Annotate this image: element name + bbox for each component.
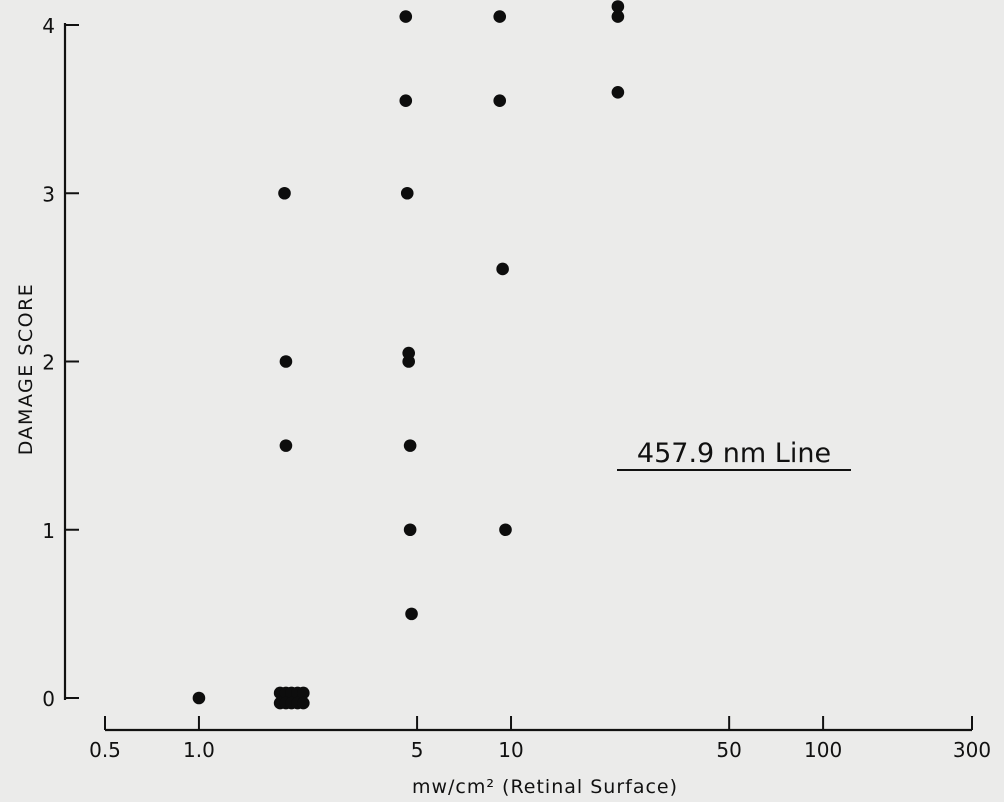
data-point-18 <box>402 346 415 360</box>
x-tick-label: 5 <box>411 738 424 762</box>
annotation-label: 457.9 nm Line <box>637 438 831 469</box>
x-tick-label: 50 <box>716 738 741 762</box>
x-tick-label: 1.0 <box>183 738 215 762</box>
data-point-26 <box>611 86 625 99</box>
data-point-28 <box>611 0 625 13</box>
data-point-22 <box>499 523 512 537</box>
data-point-14 <box>405 607 418 621</box>
data-point-23 <box>496 262 509 276</box>
y-tick-label: 2 <box>42 351 55 375</box>
data-point-16 <box>403 439 417 452</box>
data-point-20 <box>399 94 413 108</box>
data-point-24 <box>493 94 507 108</box>
data-point-10 <box>297 696 310 710</box>
data-point-5 <box>297 686 310 700</box>
y-axis-ticks: 0 1 2 3 4 <box>42 14 79 711</box>
y-tick-label: 3 <box>42 182 55 206</box>
x-axis-title: mw/cm² (Retinal Surface) <box>412 776 678 798</box>
y-tick-label: 0 <box>42 687 55 711</box>
y-axis-title: DAMAGE SCORE <box>15 283 37 456</box>
data-point-0 <box>192 691 206 705</box>
x-tick-label: 100 <box>804 738 842 762</box>
axes <box>63 23 972 732</box>
x-axis-ticks: 0.5 1.0 5 10 50 100 300 <box>89 716 991 762</box>
data-points <box>192 0 625 710</box>
x-tick-label: 300 <box>953 738 991 762</box>
data-point-12 <box>279 355 293 368</box>
data-point-27 <box>611 10 625 23</box>
y-tick-label: 1 <box>42 519 55 543</box>
data-point-21 <box>399 10 413 23</box>
data-point-13 <box>278 186 291 200</box>
data-point-25 <box>493 10 507 23</box>
data-point-15 <box>403 523 417 537</box>
data-point-11 <box>279 439 293 452</box>
x-tick-label: 0.5 <box>89 738 121 762</box>
y-tick-label: 4 <box>42 14 55 38</box>
data-point-19 <box>400 186 414 200</box>
x-tick-label: 10 <box>498 738 523 762</box>
